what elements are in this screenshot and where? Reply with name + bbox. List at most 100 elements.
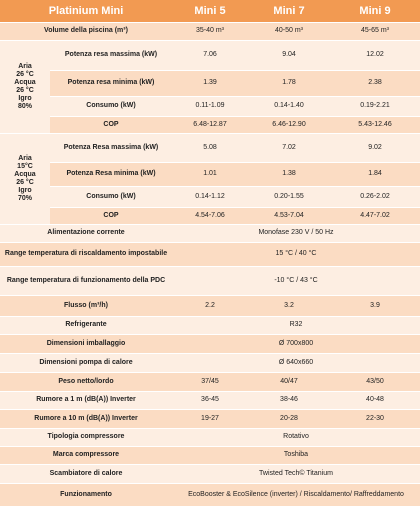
condition-line: 70% xyxy=(17,195,32,203)
table-row: Volume della piscina (m³) 35-40 m³ 40-50 m… xyxy=(0,22,420,41)
row-label: Refrigerante xyxy=(0,316,172,335)
value-cell: EcoBooster & EcoSilence (inverter) / Ris… xyxy=(172,483,420,507)
row-label: Potenza Resa massima (kW) xyxy=(50,133,172,163)
value-cell: 4.53-7.04 xyxy=(248,207,330,225)
value-cell: 0.26-2.02 xyxy=(330,186,420,208)
row-label: Range temperatura di funzionamento della… xyxy=(0,266,172,296)
table-row: Potenza Resa minima (kW) 1.01 1.38 1.84 xyxy=(0,162,420,187)
row-label: Potenza Resa minima (kW) xyxy=(50,162,172,187)
value-cell: 6.46-12.90 xyxy=(248,116,330,134)
row-label: Potenza resa minima (kW) xyxy=(50,70,172,97)
row-label: Marca compressore xyxy=(0,446,172,465)
table-row: Rumore a 10 m (dB(A)) Inverter 19-27 20-28… xyxy=(0,409,420,429)
table-row: Funzionamento EcoBooster & EcoSilence (in… xyxy=(0,483,420,507)
condition-line: Acqua xyxy=(14,78,36,86)
condition-cell: Aria 26 °C Acqua 26 °C Igro 80% xyxy=(0,40,50,134)
row-label: Volume della piscina (m³) xyxy=(0,22,172,41)
row-label: Scambiatore di calore xyxy=(0,464,172,484)
value-cell: 40/47 xyxy=(248,372,330,392)
value-cell: 4.54-7.06 xyxy=(172,207,248,225)
table-row: Dimensioni imballaggio Ø 700x800 xyxy=(0,334,420,354)
value-cell: 37/45 xyxy=(172,372,248,392)
row-label: Funzionamento xyxy=(0,483,172,507)
value-cell: 0.20-1.55 xyxy=(248,186,330,208)
value-cell: 5.43-12.46 xyxy=(330,116,420,134)
value-cell: 20-28 xyxy=(248,409,330,429)
value-cell: 0.14-1.40 xyxy=(248,96,330,117)
table-row: Range temperatura di funzionamento della… xyxy=(0,266,420,296)
condition-line: 26 °C xyxy=(16,87,34,94)
condition-line: Aria xyxy=(18,154,32,162)
value-cell: Twisted Tech© Titanium xyxy=(172,464,420,484)
value-cell: Rotativo xyxy=(172,428,420,447)
value-cell: 35-40 m³ xyxy=(172,22,248,41)
table-row: Aria 15°C Acqua 26 °C Igro 70% Potenza Resa ma… xyxy=(0,133,420,225)
value-cell: 3.9 xyxy=(330,295,420,317)
condition-line: Igro xyxy=(18,95,32,103)
row-label: Range temperatura di riscaldamento impos… xyxy=(0,242,172,267)
value-cell: 9.04 xyxy=(248,40,330,71)
row-label: Consumo (kW) xyxy=(50,96,172,117)
row-label: Rumore a 10 m (dB(A)) Inverter xyxy=(0,409,172,429)
table-body: Volume della piscina (m³) 35-40 m³ 40-50 m… xyxy=(0,22,420,507)
value-cell: 1.78 xyxy=(248,70,330,97)
condition-line: 26 °C xyxy=(16,70,34,78)
value-cell: 2.2 xyxy=(172,295,248,317)
row-label: COP xyxy=(50,207,172,225)
row-label: Flusso (m³/h) xyxy=(0,295,172,317)
value-cell: 6.48-12.87 xyxy=(172,116,248,134)
table-row: Consumo (kW) 0.14-1.12 0.20-1.55 0.26-2.02 xyxy=(0,186,420,208)
table-row: Marca compressore Toshiba xyxy=(0,446,420,465)
table-row: COP 6.48-12.87 6.46-12.90 5.43-12.46 xyxy=(0,116,420,134)
condition-line: 26 °C xyxy=(16,179,34,186)
value-cell: 1.01 xyxy=(172,162,248,187)
row-label: Potenza resa massima (kW) xyxy=(50,40,172,71)
table-row: Aria 26 °C Acqua 26 °C Igro 80% Potenza resa m… xyxy=(0,40,420,134)
value-cell: 1.39 xyxy=(172,70,248,97)
value-cell: Toshiba xyxy=(172,446,420,465)
value-cell: -10 °C / 43 °C xyxy=(172,266,420,296)
table-row: Scambiatore di calore Twisted Tech© Titan… xyxy=(0,464,420,484)
header-cell: Mini 9 xyxy=(330,0,420,23)
value-cell: 40-50 m³ xyxy=(248,22,330,41)
table-row: Flusso (m³/h) 2.2 3.2 3.9 xyxy=(0,295,420,317)
value-cell: 0.14-1.12 xyxy=(172,186,248,208)
value-cell: 1.84 xyxy=(330,162,420,187)
header-row: Platinium Mini Mini 5 Mini 7 Mini 9 xyxy=(0,0,420,23)
value-cell: 12.02 xyxy=(330,40,420,71)
value-cell: 9.02 xyxy=(330,133,420,163)
value-cell: 45-65 m³ xyxy=(330,22,420,41)
value-cell: 4.47-7.02 xyxy=(330,207,420,225)
value-cell: 0.19-2.21 xyxy=(330,96,420,117)
value-cell: Ø 700x800 xyxy=(172,334,420,354)
value-cell: 38-46 xyxy=(248,391,330,410)
table-row: Consumo (kW) 0.11-1.09 0.14-1.40 0.19-2.21 xyxy=(0,96,420,117)
table-row: Refrigerante R32 xyxy=(0,316,420,335)
value-cell: 3.2 xyxy=(248,295,330,317)
value-cell: 40-48 xyxy=(330,391,420,410)
condition-line: Igro xyxy=(18,187,32,195)
table-row: Range temperatura di riscaldamento impos… xyxy=(0,242,420,267)
row-label: Dimensioni pompa di calore xyxy=(0,353,172,373)
row-label: Peso netto/lordo xyxy=(0,372,172,392)
header-cell: Mini 7 xyxy=(248,0,330,23)
value-cell: 43/50 xyxy=(330,372,420,392)
value-cell: Monofase 230 V / 50 Hz xyxy=(172,224,420,243)
table-row: Dimensioni pompa di calore Ø 640x660 xyxy=(0,353,420,373)
value-cell: 0.11-1.09 xyxy=(172,96,248,117)
row-label: Consumo (kW) xyxy=(50,186,172,208)
value-cell: 15 °C / 40 °C xyxy=(172,242,420,267)
value-cell: 22-30 xyxy=(330,409,420,429)
value-cell: 7.02 xyxy=(248,133,330,163)
table-row: COP 4.54-7.06 4.53-7.04 4.47-7.02 xyxy=(0,207,420,225)
value-cell: 2.38 xyxy=(330,70,420,97)
table-row: Tipologia compressore Rotativo xyxy=(0,428,420,447)
row-label: Dimensioni imballaggio xyxy=(0,334,172,354)
value-cell: R32 xyxy=(172,316,420,335)
row-label: Rumore a 1 m (dB(A)) Inverter xyxy=(0,391,172,410)
value-cell: 1.38 xyxy=(248,162,330,187)
value-cell: 5.08 xyxy=(172,133,248,163)
value-cell: 36-45 xyxy=(172,391,248,410)
header-cell: Mini 5 xyxy=(172,0,248,23)
